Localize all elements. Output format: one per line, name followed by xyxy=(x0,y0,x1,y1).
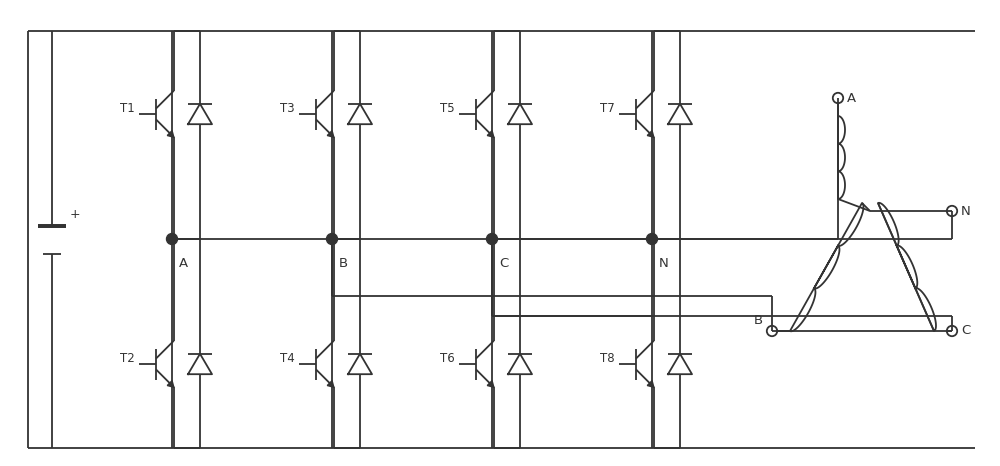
Circle shape xyxy=(646,233,658,245)
Text: +: + xyxy=(70,207,81,220)
Text: T7: T7 xyxy=(600,103,615,116)
Text: T4: T4 xyxy=(280,352,295,365)
Text: T6: T6 xyxy=(440,352,455,365)
Text: A: A xyxy=(847,91,856,104)
Text: T8: T8 xyxy=(600,352,615,365)
Polygon shape xyxy=(327,381,334,387)
Polygon shape xyxy=(167,381,174,387)
Text: B: B xyxy=(754,315,763,328)
Circle shape xyxy=(486,233,498,245)
Text: T1: T1 xyxy=(120,103,135,116)
Text: N: N xyxy=(961,205,971,218)
Text: B: B xyxy=(339,257,348,270)
Polygon shape xyxy=(327,130,334,137)
Circle shape xyxy=(166,233,178,245)
Text: T5: T5 xyxy=(440,103,455,116)
Polygon shape xyxy=(487,381,494,387)
Circle shape xyxy=(326,233,338,245)
Polygon shape xyxy=(647,381,654,387)
Text: C: C xyxy=(961,324,970,337)
Text: A: A xyxy=(179,257,188,270)
Polygon shape xyxy=(647,130,654,137)
Text: N: N xyxy=(659,257,669,270)
Polygon shape xyxy=(167,130,174,137)
Polygon shape xyxy=(487,130,494,137)
Text: T3: T3 xyxy=(280,103,295,116)
Text: C: C xyxy=(499,257,508,270)
Text: T2: T2 xyxy=(120,352,135,365)
